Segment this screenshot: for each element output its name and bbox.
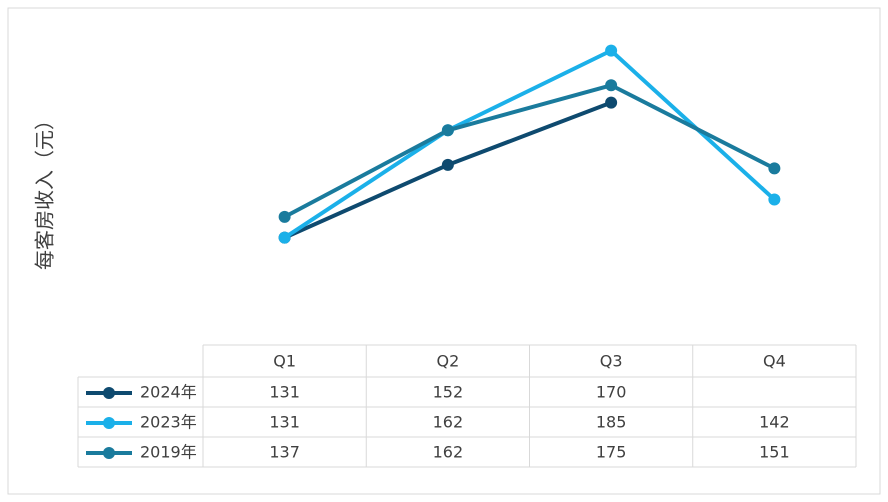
chart-frame xyxy=(7,7,881,495)
legend-label: 2024年 xyxy=(140,383,197,402)
table-value: 151 xyxy=(759,443,790,462)
table-value: 131 xyxy=(269,413,300,432)
data-point xyxy=(441,124,454,137)
legend-marker xyxy=(103,387,115,399)
x-tick-label: Q2 xyxy=(436,352,459,371)
table-value: 137 xyxy=(269,443,300,462)
legend-marker xyxy=(103,417,115,429)
table-value: 131 xyxy=(269,383,300,402)
table-value: 175 xyxy=(596,443,627,462)
series-line xyxy=(283,83,776,219)
data-point xyxy=(605,44,618,57)
data-point xyxy=(768,162,781,175)
data-point xyxy=(605,96,618,109)
table-value: 142 xyxy=(759,413,790,432)
data-point xyxy=(278,231,291,244)
table-value: 185 xyxy=(596,413,627,432)
table-value: 162 xyxy=(433,443,464,462)
legend-label: 2019年 xyxy=(140,443,197,462)
table-value: 162 xyxy=(433,413,464,432)
data-point xyxy=(278,210,291,223)
data-point xyxy=(441,158,454,171)
data-point xyxy=(605,79,618,92)
x-tick-label: Q1 xyxy=(273,352,296,371)
legend-label: 2023年 xyxy=(140,413,197,432)
x-tick-label: Q4 xyxy=(763,352,786,371)
x-tick-label: Q3 xyxy=(600,352,623,371)
table-value: 170 xyxy=(596,383,627,402)
y-axis-label: 每客房收入（元） xyxy=(33,110,57,270)
data-point xyxy=(768,193,781,206)
table-value: 152 xyxy=(433,383,464,402)
legend-marker xyxy=(103,447,115,459)
